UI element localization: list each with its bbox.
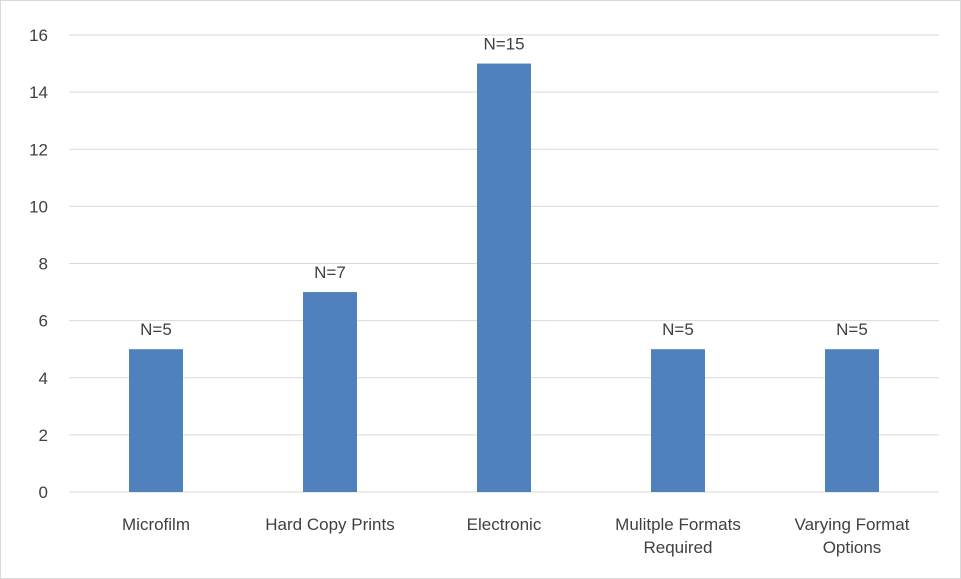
data-label: N=5 (662, 320, 694, 339)
bar (651, 349, 705, 492)
y-tick-label: 6 (39, 312, 48, 331)
bar (477, 63, 531, 492)
y-tick-label: 10 (29, 197, 48, 216)
category-label: Varying Format Options (795, 515, 910, 557)
category-label-line: Mulitple Formats (615, 515, 741, 534)
category-label: Electronic (467, 515, 542, 534)
category-label: Microfilm (122, 515, 190, 534)
x-axis-category-labels: Microfilm Hard Copy Prints Electronic Mulit… (122, 515, 910, 557)
category-label-line: Hard Copy Prints (265, 515, 394, 534)
category-label-line: Varying Format (795, 515, 910, 534)
y-tick-label: 4 (39, 369, 48, 388)
y-tick-label: 12 (29, 140, 48, 159)
category-label-line: Required (644, 538, 713, 557)
y-tick-label: 16 (29, 26, 48, 45)
category-label-line: Electronic (467, 515, 542, 534)
y-tick-label: 2 (39, 426, 48, 445)
category-label-line: Options (823, 538, 882, 557)
category-label: Mulitple Formats Required (615, 515, 741, 557)
y-tick-label: 14 (29, 83, 48, 102)
y-tick-label: 8 (39, 255, 48, 274)
y-axis-tick-labels: 0 2 4 6 8 10 12 14 16 (29, 26, 48, 502)
category-label: Hard Copy Prints (265, 515, 394, 534)
bar (825, 349, 879, 492)
bar (129, 349, 183, 492)
data-label: N=5 (140, 320, 172, 339)
bars (129, 63, 879, 492)
data-label: N=15 (483, 35, 524, 54)
data-label: N=7 (314, 263, 346, 282)
data-label: N=5 (836, 320, 868, 339)
y-tick-label: 0 (39, 483, 48, 502)
data-labels: N=5 N=7 N=15 N=5 N=5 (140, 35, 868, 340)
category-label-line: Microfilm (122, 515, 190, 534)
bar (303, 292, 357, 492)
